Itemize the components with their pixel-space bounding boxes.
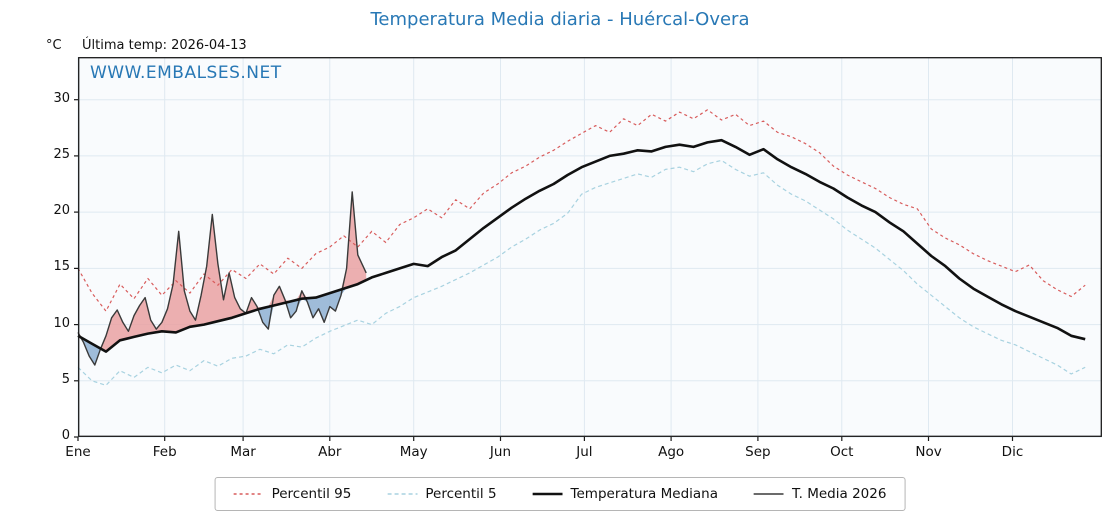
x-tick-label: Oct	[830, 444, 854, 460]
y-tick-label: 25	[53, 146, 70, 162]
y-tick-label: 20	[53, 203, 70, 219]
last-temp-label: Última temp: 2026-04-13	[82, 38, 247, 53]
legend-line-sample-icon	[532, 492, 563, 496]
series-line-t-media-2026	[77, 191, 367, 366]
x-tick-label: Feb	[152, 444, 177, 460]
y-axis-unit-label: °C	[46, 38, 62, 53]
x-tick-label: Mar	[230, 444, 256, 460]
legend-item: T. Media 2026	[754, 486, 886, 502]
y-tick-label: 15	[53, 259, 70, 275]
x-tick-label: Dic	[1001, 444, 1024, 460]
legend-line-sample-icon	[233, 493, 264, 495]
plot-svg	[74, 57, 1102, 441]
legend: Percentil 95 Percentil 5 Temperatura Media…	[214, 477, 906, 511]
x-tick-label: Jun	[489, 444, 512, 460]
series-line-temperatura-mediana	[77, 138, 1086, 353]
fill-above-median-region	[78, 191, 367, 352]
legend-item: Temperatura Mediana	[532, 486, 718, 502]
legend-line-sample-icon	[754, 493, 784, 495]
legend-item-label: T. Media 2026	[792, 486, 887, 502]
legend-line-sample-icon	[387, 493, 418, 495]
legend-item-label: Percentil 5	[425, 486, 497, 502]
x-tick-label: May	[399, 444, 428, 460]
y-tick-label: 10	[53, 315, 70, 331]
legend-item: Percentil 95	[233, 486, 352, 502]
legend-item-label: Temperatura Mediana	[570, 486, 718, 502]
legend-item-label: Percentil 95	[271, 486, 352, 502]
x-tick-label: Sep	[745, 444, 771, 460]
x-tick-label: Jul	[576, 444, 593, 460]
series-line-percentil-5	[77, 159, 1086, 386]
x-tick-label: Ago	[658, 444, 685, 460]
x-tick-label: Nov	[915, 444, 942, 460]
y-tick-label: 0	[61, 428, 70, 443]
watermark: WWW.EMBALSES.NET	[90, 63, 282, 83]
legend-item: Percentil 5	[387, 486, 497, 502]
plot-border	[78, 57, 1102, 437]
y-tick-label: 5	[61, 371, 70, 387]
x-tick-label: Abr	[318, 444, 342, 460]
series-line-percentil-95	[77, 109, 1086, 312]
chart-title: Temperatura Media diaria - Huércal-Overa	[370, 9, 750, 30]
plot-area: WWW.EMBALSES.NET	[74, 57, 1102, 441]
x-tick-label: Ene	[65, 444, 91, 460]
chart-canvas: { "header": { "title": "Temperatura Medi…	[46, 9, 1102, 511]
y-tick-label: 30	[53, 90, 70, 106]
